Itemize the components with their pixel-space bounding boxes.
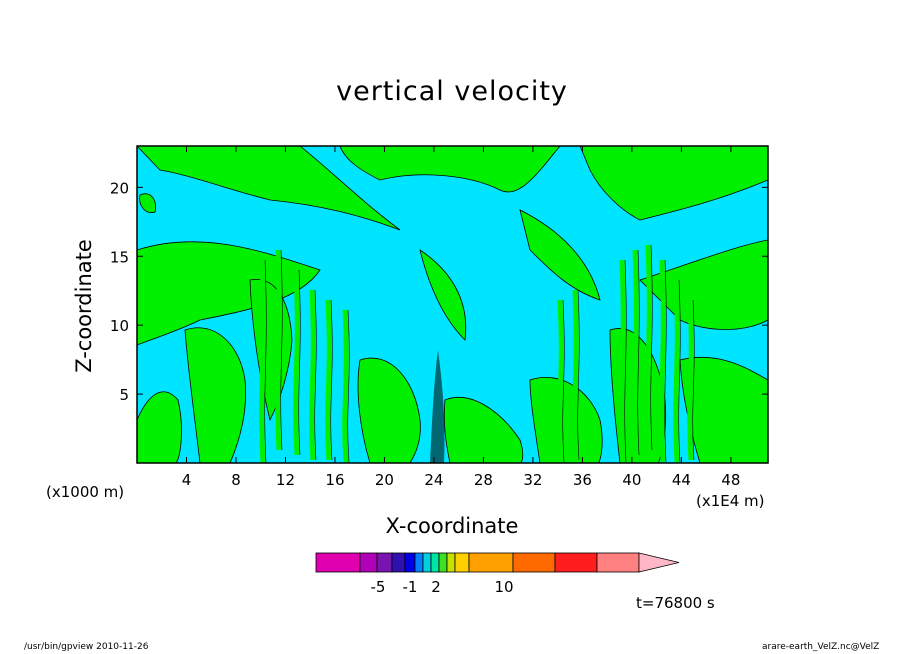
colorbar-segment-4 xyxy=(404,552,416,573)
y-axis: 5 10 15 20 xyxy=(110,179,768,404)
contour-field xyxy=(137,146,768,463)
positive-region-7 xyxy=(139,193,157,213)
positive-stripe-3 xyxy=(309,289,316,461)
colorbar-segment-0 xyxy=(315,552,361,573)
x-axis-unit-right: (x1E4 m) xyxy=(696,492,765,510)
x-tick-label: 40 xyxy=(622,471,641,489)
central-updraft xyxy=(430,350,445,463)
positive-region-5 xyxy=(519,209,601,301)
positive-region-14 xyxy=(679,356,768,463)
colorbar-segment-8 xyxy=(438,552,448,573)
chart-title: vertical velocity xyxy=(336,76,568,107)
positive-stripe-6 xyxy=(557,299,564,463)
contour-line-4 xyxy=(330,299,333,461)
x-tick-label: 44 xyxy=(672,471,691,489)
contour-line-13 xyxy=(692,299,695,461)
positive-region-1 xyxy=(137,241,321,346)
positive-region-9 xyxy=(184,327,246,463)
positive-stripe-11 xyxy=(659,259,666,463)
contour-line-2 xyxy=(298,269,301,456)
x-tick-label: 12 xyxy=(276,471,295,489)
positive-region-8 xyxy=(137,391,182,463)
contour-line-8 xyxy=(624,259,627,463)
positive-region-11 xyxy=(443,397,524,463)
colorbar-label: -1 xyxy=(403,578,418,596)
colorbar-segment-3 xyxy=(391,552,406,573)
colorbar-label: -5 xyxy=(371,578,386,596)
x-tick-label: 8 xyxy=(231,471,241,489)
contour-line-7 xyxy=(577,289,580,461)
positive-stripe-9 xyxy=(632,249,639,456)
positive-stripe-12 xyxy=(673,279,680,463)
positive-region-6 xyxy=(419,249,467,341)
contour-line-10 xyxy=(650,244,653,451)
colorbar: -5 -1 2 10 xyxy=(315,552,680,596)
positive-region-12 xyxy=(529,377,603,463)
contour-line-6 xyxy=(562,299,565,463)
colorbar-segment-11 xyxy=(468,552,514,573)
positive-stripe-13 xyxy=(687,299,694,461)
colorbar-segment-2 xyxy=(376,552,393,573)
x-tick-label: 20 xyxy=(375,471,394,489)
colorbar-segment-10 xyxy=(454,552,470,573)
positive-stripe-10 xyxy=(645,244,652,451)
y-tick-label: 20 xyxy=(110,179,129,197)
colorbar-arrow xyxy=(638,552,680,573)
x-axis-label: X-coordinate xyxy=(385,514,519,538)
positive-stripe-5 xyxy=(342,309,349,463)
x-axis: 4 8 12 16 20 24 28 32 36 40 44 48 xyxy=(182,146,740,489)
positive-region-10 xyxy=(357,357,421,463)
x-tick-label: 48 xyxy=(721,471,740,489)
positive-stripe-2 xyxy=(293,269,300,456)
footer-left: /usr/bin/gpview 2010-11-26 xyxy=(24,642,149,652)
positive-region-2 xyxy=(339,146,561,193)
positive-stripe-1 xyxy=(275,249,282,451)
colorbar-label: 2 xyxy=(431,578,441,596)
positive-region-3 xyxy=(579,146,768,221)
positive-stripe-0 xyxy=(259,259,266,463)
contour-line-3 xyxy=(314,289,317,461)
x-tick-label: 28 xyxy=(474,471,493,489)
positive-region-0 xyxy=(137,146,401,231)
y-tick-label: 15 xyxy=(110,248,129,266)
y-axis-label: Z-coordinate xyxy=(72,239,96,373)
positive-region-4 xyxy=(639,239,768,330)
colorbar-label: 10 xyxy=(494,578,513,596)
colorbar-segment-6 xyxy=(422,552,432,573)
x-tick-label: 32 xyxy=(523,471,542,489)
contour-line-0 xyxy=(264,259,267,463)
contour-line-12 xyxy=(678,279,681,463)
positive-stripe-7 xyxy=(572,289,579,461)
footer-right: arare-earth_VelZ.nc@VelZ xyxy=(762,642,880,652)
colorbar-segment-14 xyxy=(596,552,640,573)
colorbar-segment-9 xyxy=(446,552,456,573)
x-tick-label: 24 xyxy=(424,471,443,489)
plot-frame xyxy=(136,145,769,464)
y-tick-label: 5 xyxy=(119,386,129,404)
contour-line-9 xyxy=(637,249,640,456)
positive-stripe-4 xyxy=(325,299,332,461)
positive-stripe-8 xyxy=(619,259,626,463)
time-label: t=76800 s xyxy=(636,594,715,612)
colorbar-segment-7 xyxy=(430,552,440,573)
colorbar-segment-12 xyxy=(512,552,556,573)
x-tick-label: 16 xyxy=(325,471,344,489)
contour-line-1 xyxy=(280,249,283,451)
y-tick-label: 10 xyxy=(110,317,129,335)
x-axis-unit-left: (x1000 m) xyxy=(46,483,125,501)
x-tick-label: 36 xyxy=(573,471,592,489)
x-tick-label: 4 xyxy=(182,471,192,489)
contour-line-11 xyxy=(664,259,667,463)
colorbar-segment-13 xyxy=(554,552,598,573)
contour-line-5 xyxy=(347,309,350,463)
colorbar-segment-5 xyxy=(414,552,424,573)
colorbar-segment-1 xyxy=(359,552,378,573)
